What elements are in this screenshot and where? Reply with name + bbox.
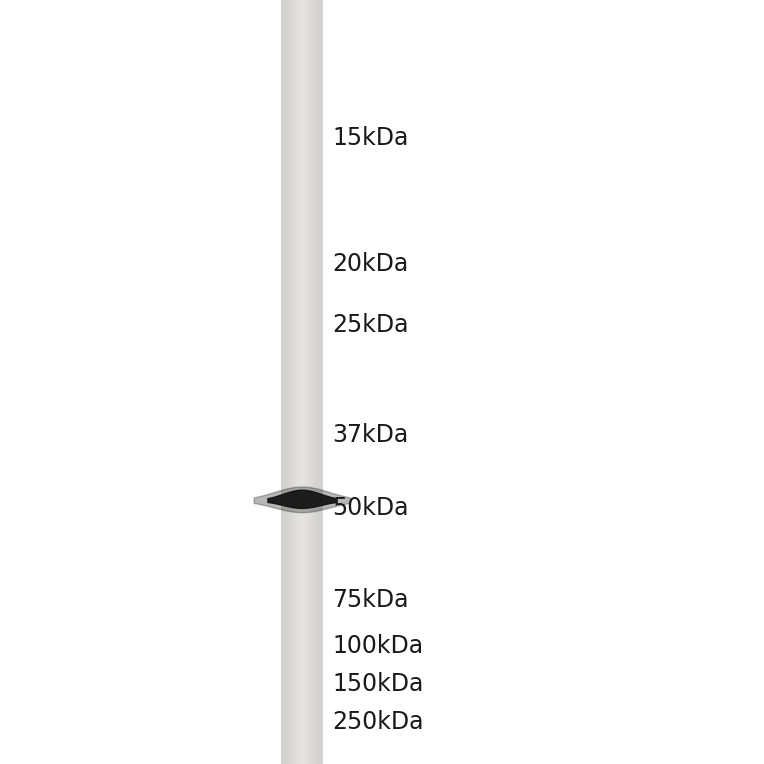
Text: 15kDa: 15kDa bbox=[332, 125, 409, 150]
Text: 250kDa: 250kDa bbox=[332, 710, 424, 734]
Text: 150kDa: 150kDa bbox=[332, 672, 424, 696]
Text: 100kDa: 100kDa bbox=[332, 633, 423, 658]
Text: 37kDa: 37kDa bbox=[332, 423, 409, 448]
Text: 20kDa: 20kDa bbox=[332, 251, 409, 276]
Text: 25kDa: 25kDa bbox=[332, 312, 409, 337]
Text: 75kDa: 75kDa bbox=[332, 588, 409, 612]
Text: 50kDa: 50kDa bbox=[332, 496, 409, 520]
